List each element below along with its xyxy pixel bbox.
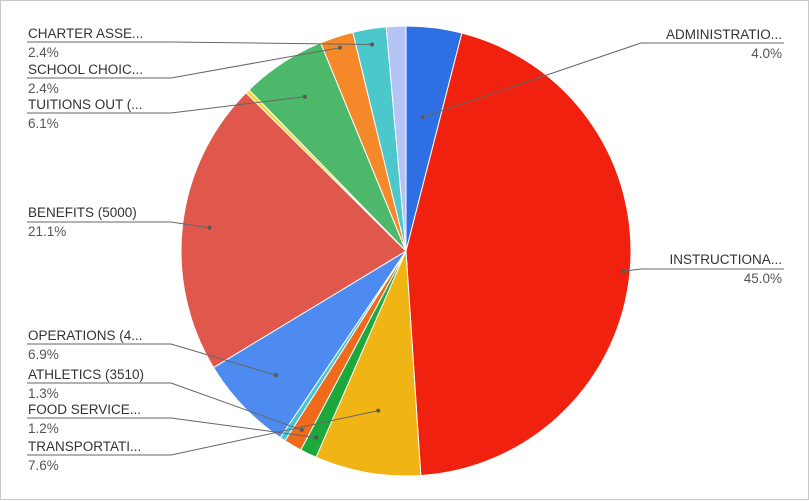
leader-line (27, 41, 373, 45)
pie-slice[interactable] (405, 32, 632, 477)
leader-line (27, 343, 276, 376)
slice-percent: 1.3% (28, 386, 59, 401)
pie-slices (180, 25, 632, 477)
slice-label: BENEFITS (5000) (28, 205, 137, 220)
slice-label: SCHOOL CHOIC... (28, 62, 143, 77)
slice-label: OPERATIONS (4... (28, 328, 143, 343)
slice-percent: 21.1% (28, 224, 66, 239)
leader-line (27, 47, 341, 79)
leader-line (422, 42, 784, 118)
slice-percent: 2.4% (28, 45, 59, 60)
leader-line (27, 96, 305, 114)
slice-label: ATHLETICS (3510) (28, 367, 144, 382)
slice-percent: 1.2% (28, 421, 59, 436)
pie-slice[interactable] (315, 250, 422, 477)
slice-label: ADMINISTRATIO... (666, 27, 782, 42)
slice-label: FOOD SERVICE... (28, 402, 141, 417)
slice-percent: 4.0% (751, 46, 782, 61)
slice-label: CHARTER ASSE... (28, 26, 143, 41)
leader-line (27, 410, 379, 456)
slice-percent: 6.9% (28, 347, 59, 362)
slice-label: INSTRUCTIONA... (669, 252, 782, 267)
pie-slice[interactable] (180, 92, 407, 369)
slice-label: TUITIONS OUT (... (28, 97, 143, 112)
leader-line (27, 417, 317, 438)
slice-percent: 6.1% (28, 116, 59, 131)
slice-percent: 2.4% (28, 81, 59, 96)
slice-label: TRANSPORTATI... (28, 439, 141, 454)
leader-line (623, 268, 784, 272)
leader-line (27, 221, 210, 229)
pie-slice[interactable] (385, 25, 407, 252)
slice-labels: ADMINISTRATIO... 4.0% INSTRUCTIONA... 45.0%… (28, 26, 782, 473)
slice-percent: 45.0% (744, 271, 782, 286)
slice-percent: 7.6% (28, 458, 59, 473)
leader-line (27, 382, 302, 431)
leader-lines (27, 41, 784, 456)
